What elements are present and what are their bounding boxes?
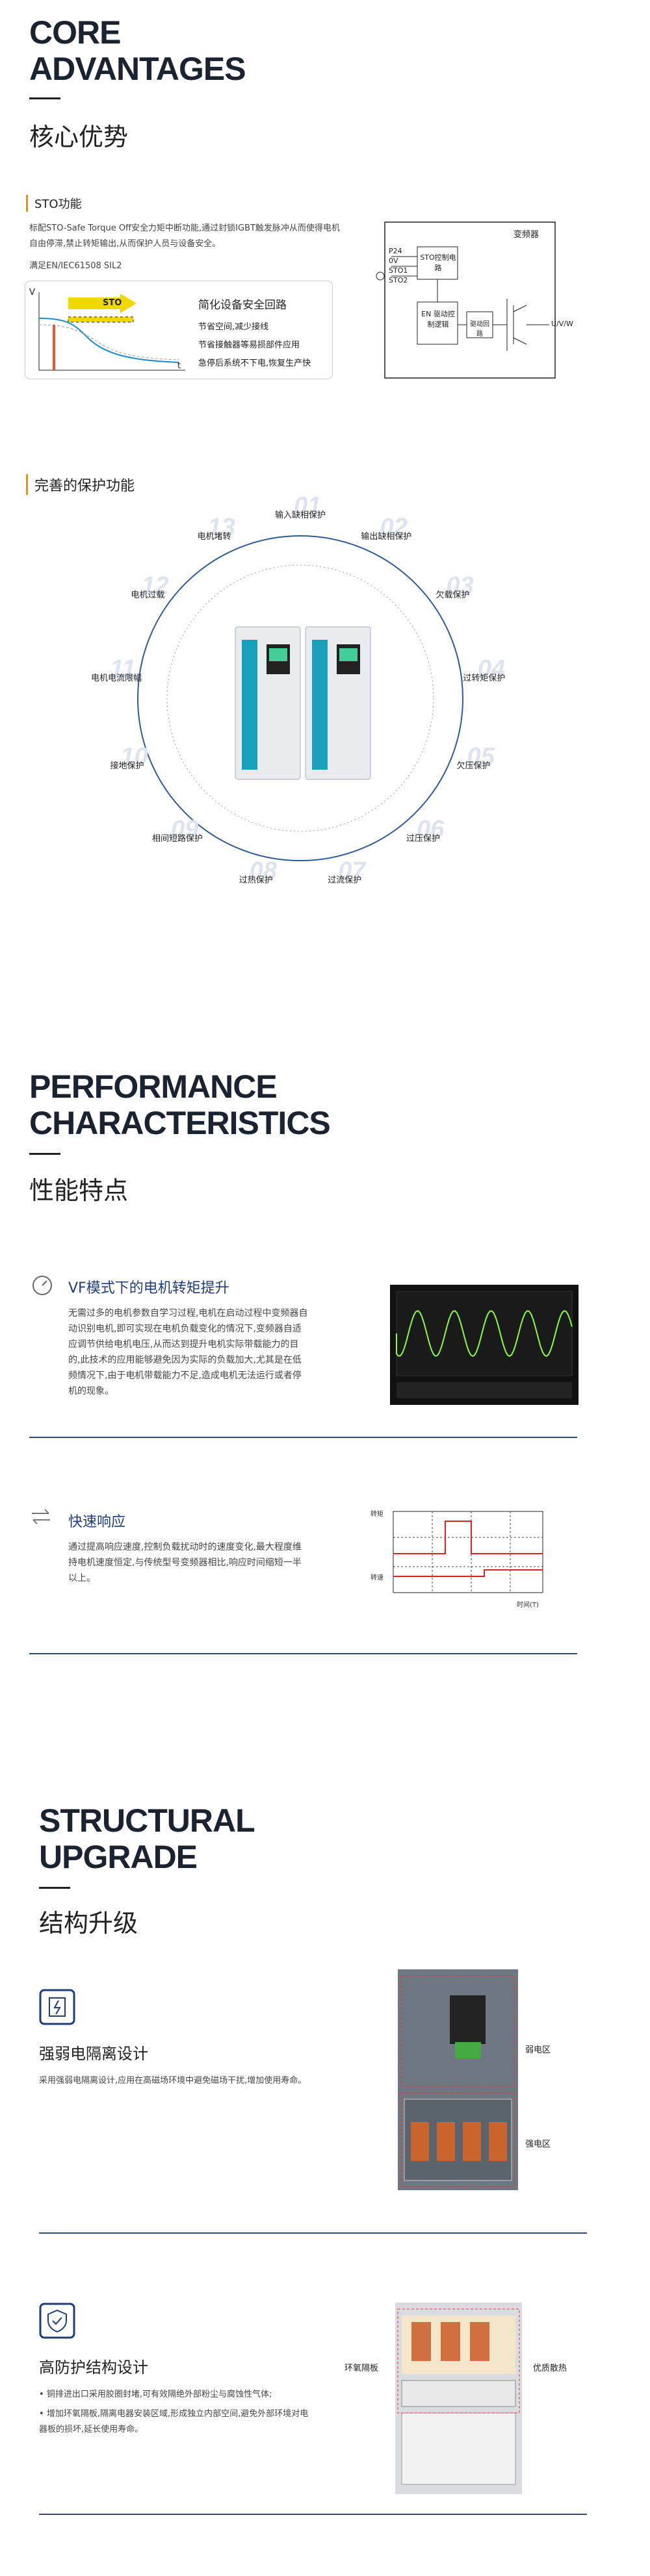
tag: STO [103, 298, 122, 308]
item-label: 接地保护 [110, 761, 144, 772]
icon [39, 1989, 75, 2025]
section-heading: STO功能 [26, 195, 82, 212]
item-label: 相间短路保护 [151, 834, 203, 844]
item-number: 04 [477, 655, 506, 683]
item-label: 过流保护 [328, 875, 362, 885]
item-label: 欠压保护 [456, 761, 491, 772]
item-number: 13 [207, 513, 235, 541]
diagram-title: 变频器 [514, 230, 540, 240]
item-label: 输出缺相保护 [361, 531, 412, 542]
line: ADVANTAGES [29, 51, 246, 87]
feature-text: 无需过多的电机参数自学习过程,电机在启动过程中变频器自动识别电机,即可实现在电机… [68, 1308, 308, 1396]
benefit-title: 简化设备安全回路 [198, 299, 287, 312]
title-cn: 性能特点 [29, 1176, 129, 1205]
line: CORE [29, 14, 121, 51]
bullet-text: 增加环氧隔板,隔离电器安装区域,形成独立内部空间,避免外部环境对电器板的损坏,延… [39, 2409, 309, 2434]
title-en: CORE ADVANTAGES [29, 14, 246, 87]
label: 弱电区 [525, 2045, 551, 2055]
axis-label: 转速 [370, 1574, 384, 1582]
bullet-text: 铜排进出口采用胶圈封堵,可有效隔绝外部粉尘与腐蚀性气体; [46, 2390, 272, 2399]
cabinet [398, 1969, 518, 2190]
bullet: • 铜排进出口采用胶圈封堵,可有效隔绝外部粉尘与腐蚀性气体; [39, 2390, 272, 2399]
input: P24 [389, 247, 402, 255]
input: STO1 [389, 266, 408, 275]
item-number: 07 [338, 857, 366, 885]
section-heading: 完善的保护功能 [26, 474, 135, 495]
oscilloscope [390, 1285, 578, 1405]
input: 0V [389, 257, 398, 265]
title-cn: 结构升级 [39, 1909, 138, 1938]
feature-title: 高防护结构设计 [39, 2358, 148, 2377]
output: U/V/W [551, 320, 573, 328]
feature-title: 强弱电隔离设计 [39, 2045, 148, 2063]
protection-ring [137, 535, 463, 861]
label: 强电区 [525, 2140, 551, 2149]
standard: 满足EN/IEC61508 SIL2 [29, 261, 122, 271]
item-number: 10 [120, 743, 148, 771]
benefit: 节省接触器等易损部件应用 [198, 340, 300, 350]
label: 环氧隔板 [344, 2364, 379, 2373]
axis-label: 时间(T) [517, 1602, 539, 1609]
line: CHARACTERISTICS [29, 1105, 331, 1141]
benefit-box [25, 281, 333, 379]
item-label: 电机堵转 [197, 531, 231, 542]
description: 标配STO-Safe Torque Off安全力矩中断功能,通过封锁IGBT触发… [29, 223, 340, 249]
sto-chart [38, 292, 185, 371]
feature-text: 采用强弱电隔离设计,应用在高磁场环境中避免磁场干扰,增加使用寿命。 [39, 2076, 307, 2086]
line: PERFORMANCE [29, 1068, 278, 1105]
item-label: 过热保护 [239, 875, 273, 885]
icon [32, 1509, 50, 1524]
axis-label: t [177, 361, 181, 371]
feature-text: 通过提高响应速度,控制负载扰动时的速度变化,最大程度维持电机速度恒定,与传统型号… [68, 1542, 302, 1584]
item-label: 过压保护 [406, 834, 440, 844]
input: STO2 [389, 276, 408, 284]
label: 优质散热 [533, 2364, 567, 2373]
block: EN 驱动控制逻辑 [421, 310, 455, 329]
axis-label: 转矩 [370, 1511, 384, 1518]
axis-label: V [29, 288, 35, 297]
block: STO控制电路 [420, 253, 456, 272]
item-label: 电机电流限幅 [91, 673, 142, 683]
feature-title: VF模式下的电机转矩提升 [68, 1280, 229, 1296]
item-number: 03 [446, 572, 474, 600]
item-number: 05 [467, 743, 495, 771]
line: UPGRADE [39, 1839, 198, 1875]
icon [39, 2303, 75, 2339]
feature-title: 快速响应 [68, 1514, 126, 1530]
item-number: 09 [171, 816, 199, 844]
item-label: 输入缺相保护 [274, 511, 326, 520]
title-cn: 核心优势 [29, 123, 129, 151]
item-number: 12 [141, 572, 169, 600]
block: 驱动回路 [470, 321, 489, 338]
item-number: 11 [110, 655, 136, 683]
title-en: PERFORMANCE CHARACTERISTICS [29, 1068, 331, 1141]
item-label: 欠载保护 [436, 590, 470, 601]
cabinet-inner [395, 2303, 522, 2494]
item-label: 过转矩保护 [463, 673, 506, 683]
icon [32, 1276, 52, 1295]
item-number: 06 [416, 816, 445, 844]
line: STRUCTURAL [39, 1802, 255, 1839]
item-number: 08 [249, 857, 278, 885]
response-chart [393, 1511, 543, 1593]
item-number: 02 [380, 513, 408, 541]
benefit: 急停后系统不下电,恢复生产快 [198, 359, 311, 368]
item-number: 01 [294, 492, 322, 520]
benefit: 节省空间,减少接线 [198, 322, 269, 332]
item-label: 电机过载 [131, 590, 165, 601]
title-en: STRUCTURAL UPGRADE [39, 1802, 255, 1875]
bullet: • 增加环氧隔板,隔离电器安装区域,形成独立内部空间,避免外部环境对电器板的损坏… [39, 2409, 309, 2434]
sto-diagram [376, 221, 556, 379]
